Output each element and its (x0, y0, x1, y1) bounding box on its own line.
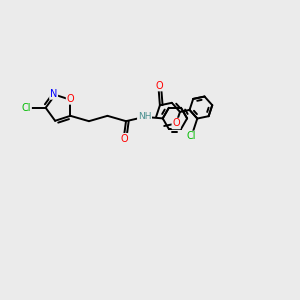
Text: O: O (120, 134, 128, 144)
Text: O: O (67, 94, 74, 104)
Text: NH: NH (138, 112, 151, 122)
Text: O: O (155, 81, 163, 91)
Text: O: O (172, 118, 180, 128)
Text: Cl: Cl (22, 103, 31, 113)
Text: Cl: Cl (187, 131, 196, 141)
Text: N: N (50, 89, 57, 99)
